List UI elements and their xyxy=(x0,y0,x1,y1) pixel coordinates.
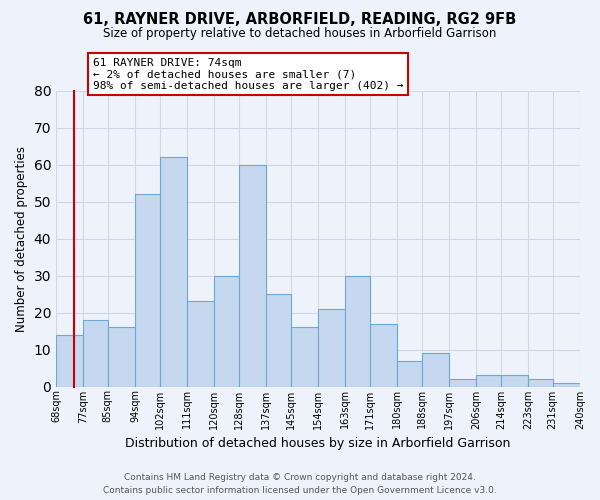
Text: Contains HM Land Registry data © Crown copyright and database right 2024.
Contai: Contains HM Land Registry data © Crown c… xyxy=(103,474,497,495)
Text: 61, RAYNER DRIVE, ARBORFIELD, READING, RG2 9FB: 61, RAYNER DRIVE, ARBORFIELD, READING, R… xyxy=(83,12,517,28)
X-axis label: Distribution of detached houses by size in Arborfield Garrison: Distribution of detached houses by size … xyxy=(125,437,511,450)
Text: 61 RAYNER DRIVE: 74sqm
← 2% of detached houses are smaller (7)
98% of semi-detac: 61 RAYNER DRIVE: 74sqm ← 2% of detached … xyxy=(92,58,403,90)
Bar xyxy=(135,194,160,386)
Bar xyxy=(422,353,449,386)
Bar xyxy=(239,164,266,386)
Bar xyxy=(83,320,108,386)
Bar xyxy=(290,328,318,386)
Bar xyxy=(346,276,370,386)
Bar xyxy=(160,158,187,386)
Bar xyxy=(214,276,239,386)
Y-axis label: Number of detached properties: Number of detached properties xyxy=(15,146,28,332)
Bar xyxy=(476,376,501,386)
Text: Size of property relative to detached houses in Arborfield Garrison: Size of property relative to detached ho… xyxy=(103,28,497,40)
Bar xyxy=(108,328,135,386)
Bar xyxy=(553,383,580,386)
Bar xyxy=(449,379,476,386)
Bar xyxy=(501,376,528,386)
Bar xyxy=(318,309,346,386)
Bar xyxy=(266,294,290,386)
Bar xyxy=(370,324,397,386)
Bar xyxy=(56,334,83,386)
Bar xyxy=(528,379,553,386)
Bar xyxy=(187,302,214,386)
Bar xyxy=(397,360,422,386)
